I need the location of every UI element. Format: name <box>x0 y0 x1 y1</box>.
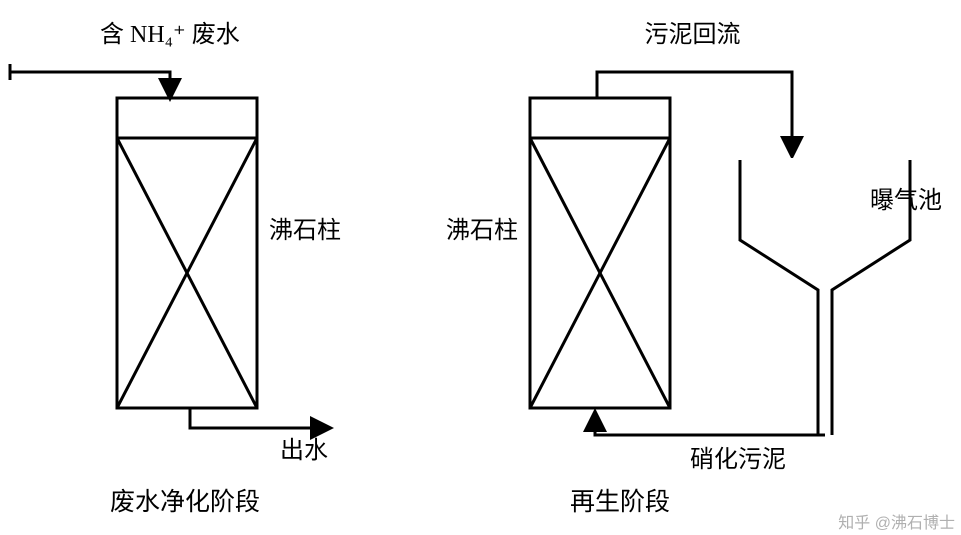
right-column-cap <box>530 98 670 138</box>
diagram-canvas: 含 NH₄⁺ 废水沸石柱出水废水净化阶段 沸石柱 污泥回流曝气池硝化污泥再生阶段知乎… <box>0 0 961 535</box>
aeration-tank-label: 曝气池 <box>870 187 942 214</box>
watermark: 知乎 @沸石博士 <box>838 514 955 532</box>
left-outflow-pipe <box>190 408 330 428</box>
right-caption: 再生阶段 <box>570 488 670 516</box>
left-caption: 废水净化阶段 <box>110 488 260 516</box>
left-column-cap <box>117 98 257 138</box>
nitrifying-sludge-label: 硝化污泥 <box>690 446 786 473</box>
sludge-recycle-label: 污泥回流 <box>645 21 741 48</box>
left-column-label: 沸石柱 <box>269 217 341 244</box>
nitrifying-sludge-pipe <box>595 412 825 435</box>
left-inflow-pipe <box>10 72 170 98</box>
left-outflow-label: 出水 <box>280 437 328 464</box>
left-inflow-label: 含 NH₄⁺ 废水 <box>100 21 240 48</box>
sludge-recycle-pipe <box>597 72 792 156</box>
right-column-label: 沸石柱 <box>446 217 518 244</box>
